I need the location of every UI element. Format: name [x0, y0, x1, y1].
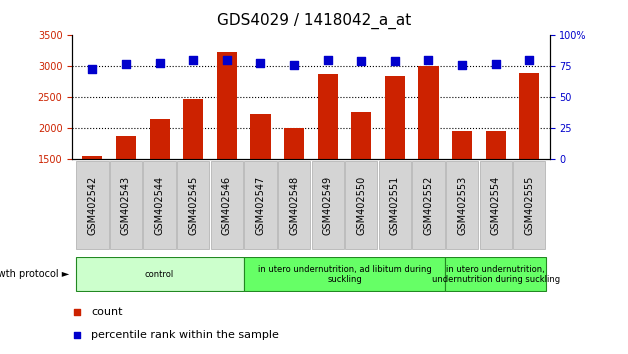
Text: GSM402547: GSM402547 — [256, 176, 266, 235]
FancyBboxPatch shape — [278, 161, 310, 250]
Bar — [418, 66, 438, 159]
Bar — [318, 74, 338, 159]
Point — [423, 57, 433, 63]
FancyBboxPatch shape — [75, 257, 244, 291]
Point — [390, 58, 400, 64]
Bar — [82, 155, 102, 159]
Text: GSM402549: GSM402549 — [323, 176, 333, 235]
FancyBboxPatch shape — [446, 161, 479, 250]
FancyBboxPatch shape — [379, 161, 411, 250]
Point — [457, 62, 467, 68]
Point — [188, 57, 198, 63]
FancyBboxPatch shape — [143, 161, 176, 250]
FancyBboxPatch shape — [445, 257, 546, 291]
Point — [524, 57, 534, 63]
FancyBboxPatch shape — [244, 257, 445, 291]
Point — [222, 57, 232, 63]
Bar — [351, 112, 371, 159]
Bar — [284, 128, 304, 159]
Text: GSM402546: GSM402546 — [222, 176, 232, 235]
Text: GSM402542: GSM402542 — [87, 176, 97, 235]
Point — [490, 61, 501, 67]
Bar — [385, 76, 405, 159]
Point — [121, 61, 131, 67]
Text: percentile rank within the sample: percentile rank within the sample — [91, 330, 279, 341]
FancyBboxPatch shape — [110, 161, 142, 250]
Text: GSM402552: GSM402552 — [423, 176, 433, 235]
Text: GSM402545: GSM402545 — [188, 176, 198, 235]
Text: GSM402544: GSM402544 — [154, 176, 165, 235]
Point — [289, 62, 299, 68]
Point — [256, 60, 266, 65]
FancyBboxPatch shape — [177, 161, 209, 250]
Bar — [149, 119, 170, 159]
Point — [356, 58, 366, 64]
Bar — [183, 99, 203, 159]
Text: count: count — [91, 307, 123, 318]
Bar — [217, 51, 237, 159]
FancyBboxPatch shape — [311, 161, 344, 250]
Point — [72, 333, 82, 338]
FancyBboxPatch shape — [513, 161, 546, 250]
Bar — [116, 136, 136, 159]
Bar — [251, 114, 271, 159]
Point — [72, 309, 82, 315]
Text: GDS4029 / 1418042_a_at: GDS4029 / 1418042_a_at — [217, 12, 411, 29]
Point — [87, 66, 97, 72]
Text: GSM402554: GSM402554 — [490, 176, 501, 235]
FancyBboxPatch shape — [244, 161, 276, 250]
Text: GSM402555: GSM402555 — [524, 176, 534, 235]
Text: control: control — [145, 270, 174, 279]
Text: growth protocol ►: growth protocol ► — [0, 269, 69, 279]
Text: GSM402550: GSM402550 — [356, 176, 366, 235]
Bar — [519, 73, 539, 159]
Text: in utero undernutrition, ad libitum during
suckling: in utero undernutrition, ad libitum duri… — [257, 265, 431, 284]
FancyBboxPatch shape — [413, 161, 445, 250]
Text: GSM402551: GSM402551 — [390, 176, 400, 235]
Bar — [452, 131, 472, 159]
FancyBboxPatch shape — [76, 161, 109, 250]
Point — [323, 57, 333, 63]
Text: in utero undernutrition,
undernutrition during suckling: in utero undernutrition, undernutrition … — [431, 265, 560, 284]
Text: GSM402548: GSM402548 — [289, 176, 299, 235]
FancyBboxPatch shape — [480, 161, 512, 250]
Text: GSM402543: GSM402543 — [121, 176, 131, 235]
Text: GSM402553: GSM402553 — [457, 176, 467, 235]
FancyBboxPatch shape — [345, 161, 377, 250]
FancyBboxPatch shape — [211, 161, 243, 250]
Bar — [485, 131, 506, 159]
Point — [154, 60, 165, 65]
